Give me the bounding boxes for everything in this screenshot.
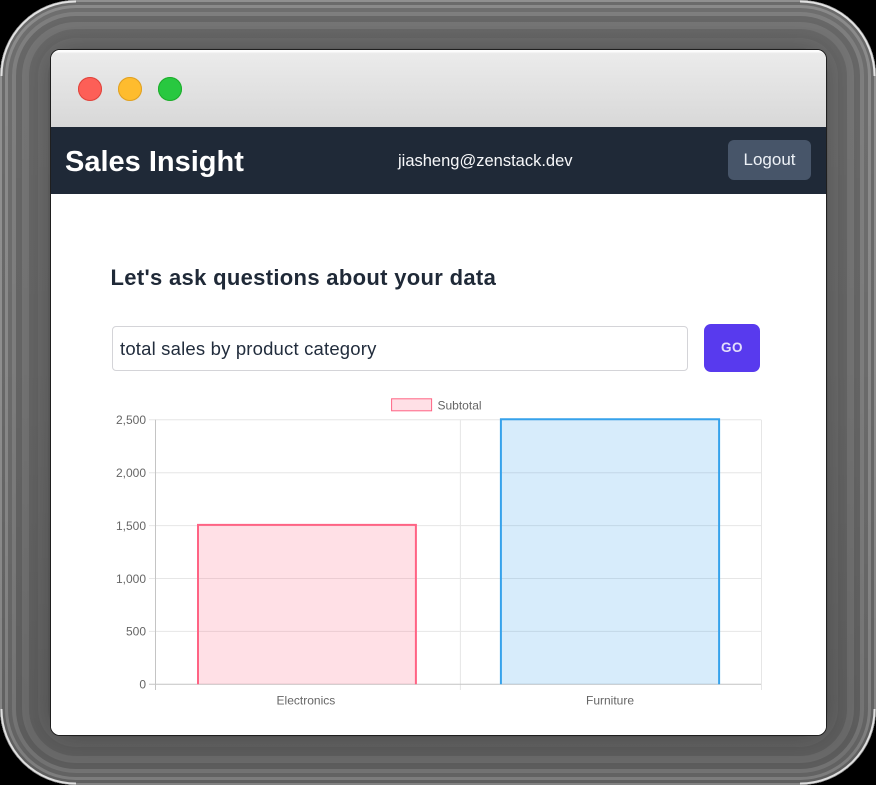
svg-text:0: 0 bbox=[139, 678, 146, 692]
svg-text:1,500: 1,500 bbox=[116, 519, 146, 533]
svg-text:2,000: 2,000 bbox=[116, 466, 146, 480]
svg-text:Furniture: Furniture bbox=[586, 694, 634, 708]
svg-text:500: 500 bbox=[126, 625, 146, 639]
svg-text:2,500: 2,500 bbox=[116, 413, 146, 427]
svg-text:1,000: 1,000 bbox=[116, 572, 146, 586]
svg-text:Electronics: Electronics bbox=[277, 694, 336, 708]
svg-text:Subtotal: Subtotal bbox=[438, 399, 482, 413]
